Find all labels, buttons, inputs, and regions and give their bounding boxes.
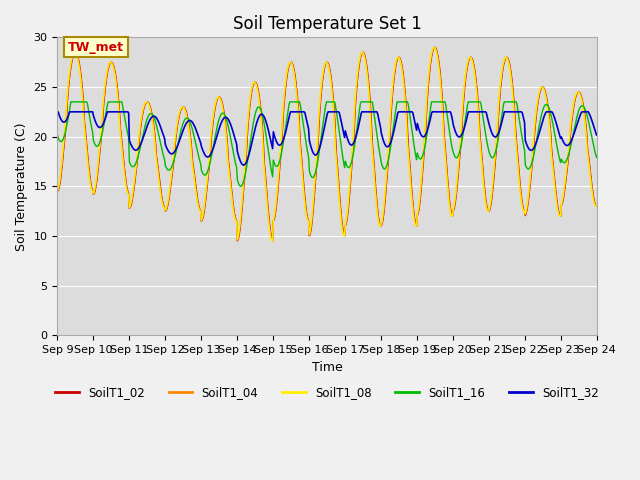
SoilT1_32 [593,132,600,138]
Line: SoilT1_08: SoilT1_08 [58,48,596,241]
SoilT1_32 [239,162,247,168]
SoilT1_08 [409,207,417,213]
SoilT1_08 [269,238,276,244]
SoilT1_08 [119,155,127,160]
SoilT1_04 [593,203,600,209]
SoilT1_32 [202,153,210,159]
Title: Soil Temperature Set 1: Soil Temperature Set 1 [232,15,421,33]
Line: SoilT1_16: SoilT1_16 [58,102,596,186]
SoilT1_02 [173,123,181,129]
SoilT1_02 [63,102,71,108]
SoilT1_16 [237,183,244,189]
SoilT1_32 [173,144,181,149]
SoilT1_32 [54,109,61,115]
SoilT1_04 [173,120,181,126]
Line: SoilT1_04: SoilT1_04 [58,48,596,241]
SoilT1_08 [173,119,181,124]
SoilT1_04 [393,56,401,62]
SoilT1_02 [234,238,241,244]
SoilT1_08 [593,203,600,208]
SoilT1_08 [393,55,401,61]
Legend: SoilT1_02, SoilT1_04, SoilT1_08, SoilT1_16, SoilT1_32: SoilT1_02, SoilT1_04, SoilT1_08, SoilT1_… [51,382,604,404]
SoilT1_04 [119,151,127,156]
Line: SoilT1_02: SoilT1_02 [58,48,596,241]
SoilT1_08 [63,92,71,98]
SoilT1_16 [174,140,182,145]
SoilT1_32 [63,116,71,121]
SoilT1_16 [63,120,71,126]
SoilT1_16 [394,99,402,105]
SoilT1_04 [269,238,276,244]
Text: TW_met: TW_met [68,41,124,54]
SoilT1_16 [410,139,417,145]
SoilT1_04 [202,192,210,198]
SoilT1_16 [203,171,211,177]
SoilT1_02 [393,57,401,63]
SoilT1_08 [430,45,438,50]
SoilT1_08 [54,188,61,193]
SoilT1_04 [409,204,417,209]
SoilT1_16 [120,108,127,113]
SoilT1_02 [119,147,127,153]
SoilT1_04 [63,97,71,103]
SoilT1_02 [593,204,600,209]
SoilT1_02 [54,189,61,194]
Y-axis label: Soil Temperature (C): Soil Temperature (C) [15,122,28,251]
SoilT1_32 [393,113,401,119]
SoilT1_32 [409,110,417,116]
SoilT1_08 [202,189,210,194]
SoilT1_04 [431,45,438,50]
SoilT1_02 [409,200,417,206]
SoilT1_04 [54,188,61,194]
SoilT1_32 [119,109,127,115]
SoilT1_02 [202,195,210,201]
SoilT1_16 [593,155,600,160]
X-axis label: Time: Time [312,360,342,373]
Line: SoilT1_32: SoilT1_32 [58,112,596,165]
SoilT1_16 [54,132,61,138]
SoilT1_02 [431,45,438,50]
SoilT1_16 [67,99,75,105]
